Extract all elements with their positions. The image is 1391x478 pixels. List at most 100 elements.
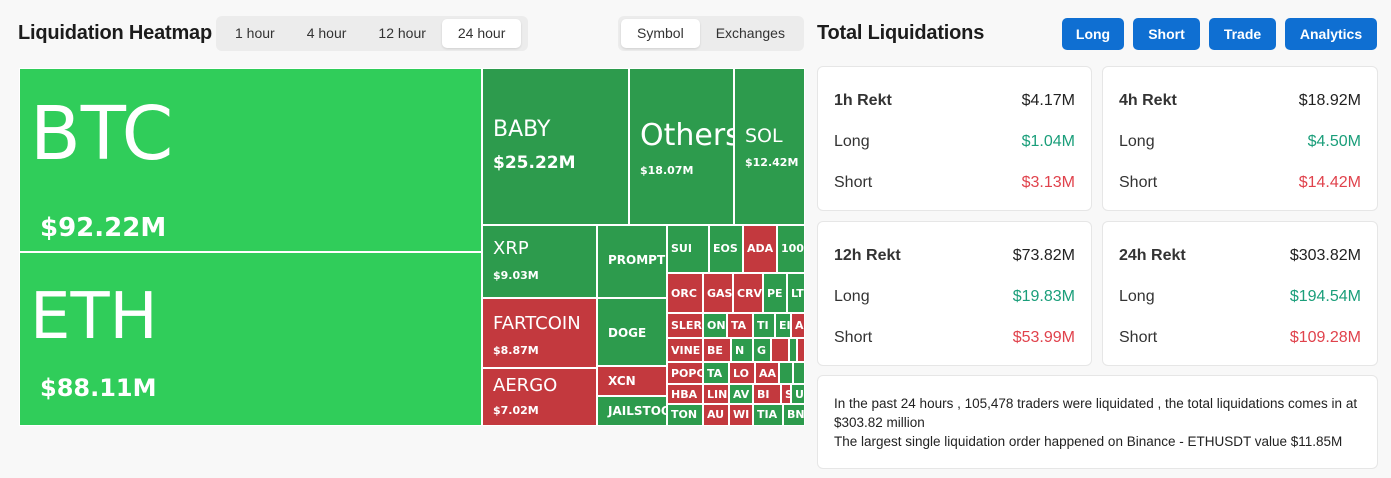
timeframe-1h[interactable]: 1 hour bbox=[235, 25, 275, 41]
heatmap-tile-wi[interactable]: WI bbox=[729, 404, 753, 426]
heatmap-tile-unlabeled[interactable] bbox=[771, 338, 789, 362]
tile-symbol: JAILSTOOL bbox=[608, 404, 666, 418]
heatmap-tile-n[interactable]: N bbox=[731, 338, 753, 362]
timeframe-4h[interactable]: 4 hour bbox=[306, 25, 347, 41]
tile-symbol: ON bbox=[707, 319, 726, 332]
heatmap-tile-doge[interactable]: DOGE bbox=[597, 298, 667, 366]
rekt-card-24h: 24h Rekt $303.82M Long $194.54M Short $109.… bbox=[1102, 221, 1378, 366]
timeframe-12h[interactable]: 12 hour bbox=[378, 25, 426, 41]
heatmap-tile-us[interactable]: US bbox=[791, 384, 805, 404]
tile-symbol: GAS bbox=[707, 287, 733, 300]
heatmap-tile-on[interactable]: ON bbox=[703, 313, 727, 338]
tile-symbol: ADA bbox=[747, 242, 774, 255]
heatmap-tile-popc[interactable]: POPC bbox=[667, 362, 703, 384]
heatmap-tile-fartcoin[interactable]: FARTCOIN $8.87M bbox=[482, 298, 597, 368]
long-label: Long bbox=[1119, 288, 1155, 305]
card-title: 12h Rekt bbox=[834, 247, 901, 264]
tile-symbol: EI bbox=[779, 319, 791, 332]
heatmap-tile-g[interactable]: G bbox=[753, 338, 771, 362]
heatmap-tile-sh[interactable]: SH bbox=[781, 384, 791, 404]
heatmap-tile-av[interactable]: AV bbox=[729, 384, 753, 404]
heatmap-tile-gas[interactable]: GAS bbox=[703, 273, 733, 313]
card-title: 24h Rekt bbox=[1119, 247, 1186, 264]
heatmap-tile-au[interactable]: AU bbox=[703, 404, 729, 426]
tile-symbol: TON bbox=[671, 408, 698, 421]
liquidation-summary: In the past 24 hours , 105,478 traders w… bbox=[817, 375, 1378, 469]
heatmap-tile-hba[interactable]: HBA bbox=[667, 384, 703, 404]
heatmap-tile-unlabeled[interactable] bbox=[789, 338, 797, 362]
analytics-button[interactable]: Analytics bbox=[1285, 18, 1377, 50]
long-value: $19.83M bbox=[1012, 288, 1075, 305]
heatmap-tile-sler[interactable]: SLER bbox=[667, 313, 703, 338]
heatmap-tile-unlabeled[interactable] bbox=[797, 338, 805, 362]
trade-button[interactable]: Trade bbox=[1209, 18, 1276, 50]
heatmap-tile-be[interactable]: BE bbox=[703, 338, 731, 362]
heatmap-tile-xcn[interactable]: XCN bbox=[597, 366, 667, 396]
heatmap-tile-prompt[interactable]: PROMPT bbox=[597, 225, 667, 298]
short-value: $53.99M bbox=[1012, 329, 1075, 346]
heatmap-tile-ti[interactable]: TI bbox=[753, 313, 775, 338]
tile-symbol: BN bbox=[787, 408, 805, 421]
heatmap-tile-baby[interactable]: BABY $25.22M bbox=[482, 68, 629, 225]
heatmap-tile-orc[interactable]: ORC bbox=[667, 273, 703, 313]
tile-symbol: PROMPT bbox=[608, 253, 666, 267]
heatmap-tile-btc[interactable]: BTC $92.22M bbox=[19, 68, 482, 252]
short-label: Short bbox=[834, 174, 873, 191]
heatmap-tile-ton[interactable]: TON bbox=[667, 404, 703, 426]
heatmap-tile-ta[interactable]: TA bbox=[727, 313, 753, 338]
summary-line-1: In the past 24 hours , 105,478 traders w… bbox=[834, 396, 1358, 430]
long-value: $4.50M bbox=[1307, 133, 1361, 150]
heatmap-tile-ei[interactable]: EI bbox=[775, 313, 791, 338]
liquidation-heatmap: BTC $92.22M ETH $88.11M BABY $25.22M Others $18… bbox=[19, 68, 805, 426]
tile-symbol: BE bbox=[707, 344, 723, 357]
tile-symbol: 100 bbox=[781, 242, 804, 255]
rekt-card-1h: 1h Rekt $4.17M Long $1.04M Short $3.13M bbox=[817, 66, 1092, 211]
heatmap-tile-jailstool[interactable]: JAILSTOOL bbox=[597, 396, 667, 426]
view-mode-selector: Symbol Exchanges bbox=[618, 16, 804, 51]
heatmap-tile-vine[interactable]: VINE bbox=[667, 338, 703, 362]
short-value: $14.42M bbox=[1298, 174, 1361, 191]
heatmap-tile-100[interactable]: 100 bbox=[777, 225, 805, 273]
view-exchanges[interactable]: Exchanges bbox=[715, 25, 785, 41]
heatmap-tile-ta[interactable]: TA bbox=[703, 362, 729, 384]
short-label: Short bbox=[1119, 174, 1158, 191]
tile-symbol: BI bbox=[757, 388, 770, 401]
heatmap-tile-lin[interactable]: LIN bbox=[703, 384, 729, 404]
timeframe-24h[interactable]: 24 hour bbox=[441, 19, 522, 48]
heatmap-tile-pe[interactable]: PE bbox=[763, 273, 787, 313]
long-value: $1.04M bbox=[1021, 133, 1075, 150]
tile-symbol: N bbox=[735, 344, 745, 357]
short-button[interactable]: Short bbox=[1133, 18, 1200, 50]
heatmap-tile-unlabeled[interactable] bbox=[779, 362, 793, 384]
tile-symbol: BABY bbox=[493, 117, 551, 142]
heatmap-tile-sol[interactable]: SOL $12.42M bbox=[734, 68, 805, 225]
total-liquidations-title: Total Liquidations bbox=[817, 22, 985, 44]
heatmap-tile-others[interactable]: Others $18.07M bbox=[629, 68, 734, 225]
heatmap-tile-ada[interactable]: ADA bbox=[743, 225, 777, 273]
heatmap-tile-bi[interactable]: BI bbox=[753, 384, 781, 404]
heatmap-tile-tia[interactable]: TIA bbox=[753, 404, 783, 426]
tile-amount: $88.11M bbox=[40, 374, 157, 402]
heatmap-tile-eos[interactable]: EOS bbox=[709, 225, 743, 273]
tile-symbol: ETH bbox=[30, 280, 158, 354]
heatmap-tile-unlabeled[interactable] bbox=[793, 362, 805, 384]
tile-amount: $7.02M bbox=[493, 404, 539, 417]
rekt-card-12h: 12h Rekt $73.82M Long $19.83M Short $53.99M bbox=[817, 221, 1092, 366]
tile-symbol: XCN bbox=[608, 374, 636, 388]
heatmap-tile-bn[interactable]: BN bbox=[783, 404, 805, 426]
heatmap-tile-lo[interactable]: LO bbox=[729, 362, 755, 384]
heatmap-tile-sui[interactable]: SUI bbox=[667, 225, 709, 273]
heatmap-tile-aergo[interactable]: AERGO $7.02M bbox=[482, 368, 597, 426]
tile-symbol: ORC bbox=[671, 287, 697, 300]
short-label: Short bbox=[834, 329, 873, 346]
heatmap-tile-ae[interactable]: AE bbox=[791, 313, 805, 338]
heatmap-tile-eth[interactable]: ETH $88.11M bbox=[19, 252, 482, 426]
tile-symbol: SUI bbox=[671, 242, 692, 255]
tile-symbol: EOS bbox=[713, 242, 738, 255]
heatmap-tile-aa[interactable]: AA bbox=[755, 362, 779, 384]
heatmap-tile-xrp[interactable]: XRP $9.03M bbox=[482, 225, 597, 298]
heatmap-tile-crv[interactable]: CRV bbox=[733, 273, 763, 313]
heatmap-tile-lt[interactable]: LT bbox=[787, 273, 805, 313]
view-symbol[interactable]: Symbol bbox=[621, 19, 700, 48]
long-button[interactable]: Long bbox=[1062, 18, 1124, 50]
